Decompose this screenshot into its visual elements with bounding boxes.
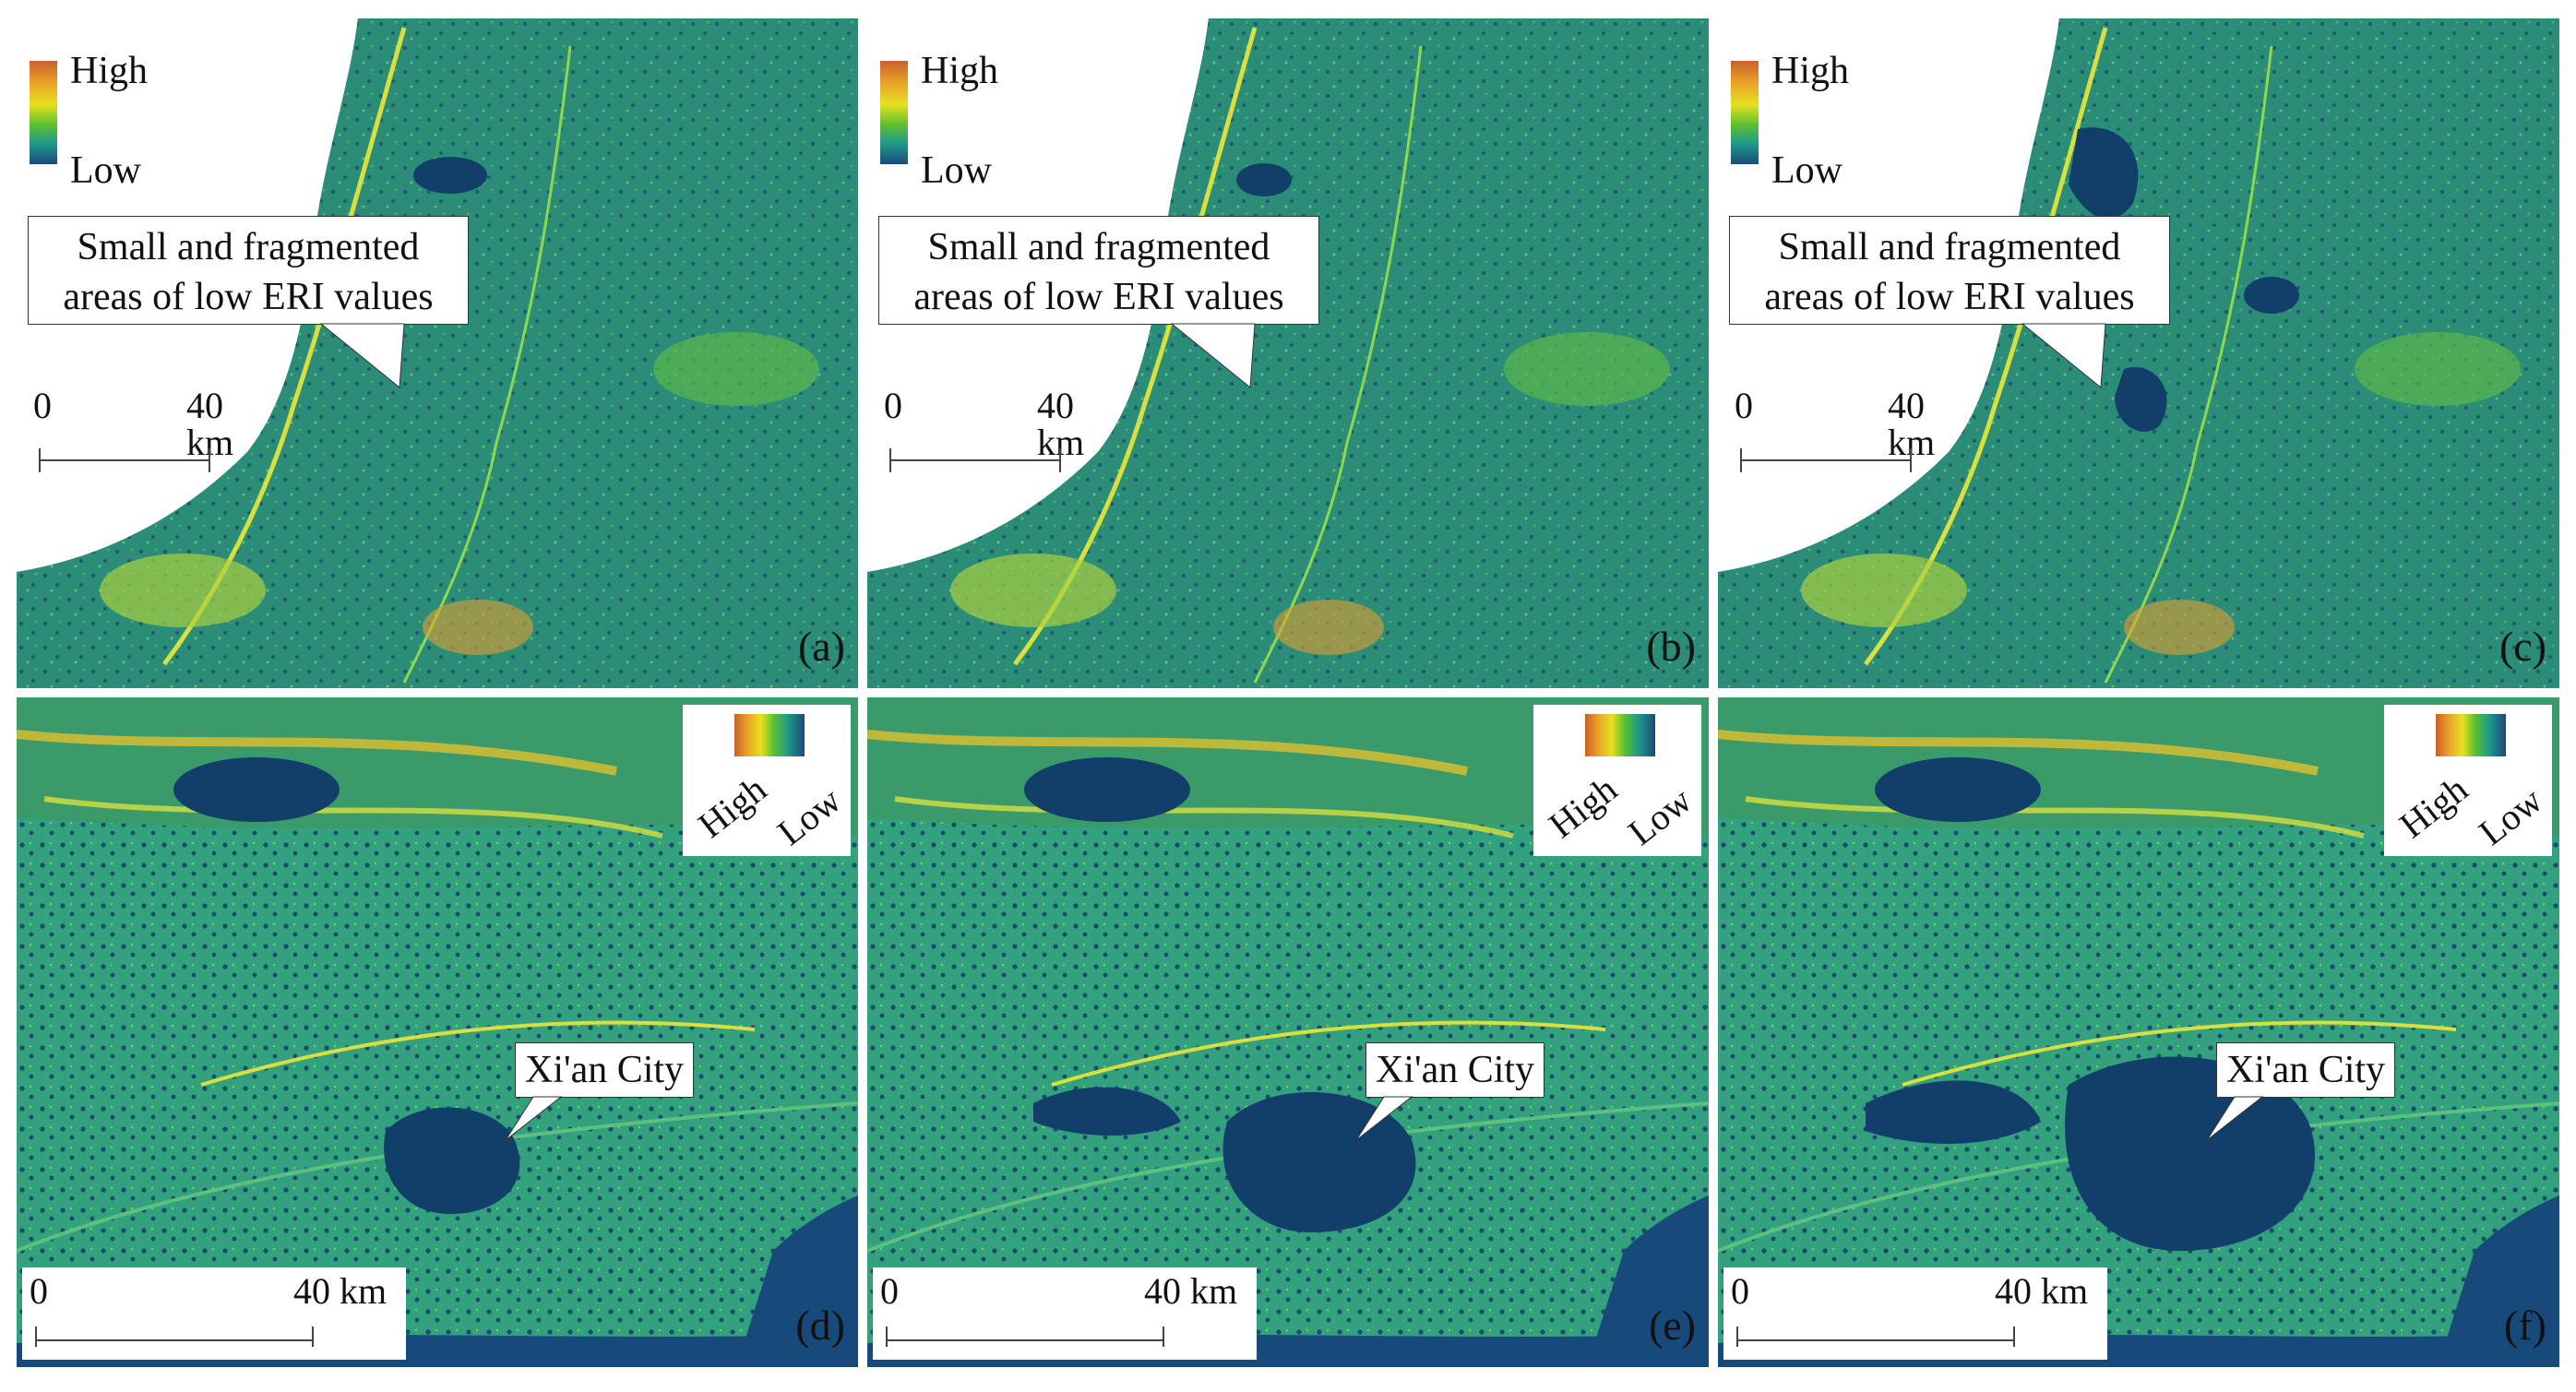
legend-low-label: Low xyxy=(70,149,141,192)
scale-tick-start xyxy=(886,1327,888,1347)
legend-high-label: High xyxy=(1541,767,1625,847)
scale-distance: 40 km xyxy=(293,1270,388,1312)
legend-gradient xyxy=(734,714,805,756)
callout-line-2: areas of low ERI values xyxy=(913,276,1284,318)
scale-tick-start xyxy=(1740,448,1742,472)
scale-line xyxy=(35,1339,314,1341)
legend-low-label: Low xyxy=(1620,779,1699,854)
map-panel-a: High Low Small and fragmented areas of l… xyxy=(17,18,858,688)
scale-tick-end xyxy=(2013,1327,2015,1347)
legend-high-label: High xyxy=(2391,767,2475,847)
scale-distance: 40 km xyxy=(1995,1270,2089,1312)
panel-label: (e) xyxy=(1648,1302,1696,1349)
legend-high-label: High xyxy=(690,767,774,847)
callout-line-2: areas of low ERI values xyxy=(63,276,434,318)
map-panel-d: High Low Xi'an City 0 40 km (d) xyxy=(17,697,858,1367)
panel-label: (f) xyxy=(2504,1302,2546,1349)
legend: High Low xyxy=(1731,48,1906,190)
legend: High Low xyxy=(880,48,1055,190)
xian-city-label: Xi'an City xyxy=(515,1042,695,1098)
callout-line-1: Small and fragmented xyxy=(927,226,1270,268)
legend-gradient xyxy=(2436,714,2506,756)
scale-bar: 0 40 km xyxy=(30,387,260,480)
scale-line xyxy=(39,459,210,461)
legend-low-label: Low xyxy=(1771,149,1843,192)
map-background xyxy=(867,18,1709,688)
map-background xyxy=(17,18,858,688)
scale-bar: 0 40 km xyxy=(1723,1267,2107,1360)
panel-label: (a) xyxy=(797,623,845,670)
callout-line-1: Small and fragmented xyxy=(77,226,420,268)
legend-gradient xyxy=(1585,714,1655,756)
scale-zero: 0 xyxy=(33,385,52,426)
scale-distance: 40 km xyxy=(1888,385,1936,463)
xian-city-label: Xi'an City xyxy=(2216,1042,2396,1098)
legend-low-label: Low xyxy=(769,779,849,854)
legend: High Low xyxy=(2384,705,2552,856)
scale-tick-end xyxy=(1910,448,1912,472)
map-panel-b: High Low Small and fragmented areas of l… xyxy=(867,18,1709,688)
legend-low-label: Low xyxy=(921,149,992,192)
scale-distance: 40 km xyxy=(186,385,234,463)
legend: High Low xyxy=(1533,705,1701,856)
panel-label: (d) xyxy=(795,1302,845,1349)
fragmented-areas-callout: Small and fragmented areas of low ERI va… xyxy=(28,216,469,325)
legend-high-label: High xyxy=(70,50,148,92)
scale-bar: 0 40 km xyxy=(873,1267,1257,1360)
panel-label: (b) xyxy=(1646,623,1696,670)
legend-gradient xyxy=(1731,61,1759,164)
scale-tick-start xyxy=(39,448,41,472)
scale-distance: 40 km xyxy=(1144,1270,1238,1312)
scale-bar: 0 40 km xyxy=(880,387,1111,480)
scale-tick-end xyxy=(209,448,210,472)
scale-tick-end xyxy=(1059,448,1061,472)
callout-line-2: areas of low ERI values xyxy=(1764,276,2135,318)
scale-tick-start xyxy=(1736,1327,1738,1347)
scale-tick-start xyxy=(889,448,891,472)
scale-zero: 0 xyxy=(1731,1270,1749,1312)
scale-line xyxy=(1736,1339,2015,1341)
scale-bar: 0 40 km xyxy=(1731,387,1962,480)
legend-low-label: Low xyxy=(2471,779,2550,854)
legend: High Low xyxy=(683,705,851,856)
callout-line-1: Small and fragmented xyxy=(1778,226,2121,268)
legend-high-label: High xyxy=(921,50,998,92)
legend-gradient xyxy=(880,61,908,164)
map-panel-c: High Low Small and fragmented areas of l… xyxy=(1718,18,2559,688)
panel-label: (c) xyxy=(2498,623,2546,670)
map-panel-f: High Low Xi'an City 0 40 km (f) xyxy=(1718,697,2559,1367)
scale-tick-end xyxy=(312,1327,314,1347)
legend-gradient xyxy=(30,61,57,164)
scale-line xyxy=(1740,459,1912,461)
scale-zero: 0 xyxy=(30,1270,48,1312)
scale-tick-end xyxy=(1163,1327,1164,1347)
scale-tick-start xyxy=(35,1327,37,1347)
scale-zero: 0 xyxy=(1735,385,1753,426)
xian-city-label: Xi'an City xyxy=(1366,1042,1545,1098)
scale-line xyxy=(886,1339,1164,1341)
scale-bar: 0 40 km xyxy=(22,1267,406,1360)
legend-high-label: High xyxy=(1771,50,1849,92)
scale-zero: 0 xyxy=(884,385,902,426)
fragmented-areas-callout: Small and fragmented areas of low ERI va… xyxy=(1729,216,2170,325)
scale-line xyxy=(889,459,1061,461)
scale-distance: 40 km xyxy=(1037,385,1085,463)
legend: High Low xyxy=(30,48,205,190)
map-panel-e: High Low Xi'an City 0 40 km (e) xyxy=(867,697,1709,1367)
scale-zero: 0 xyxy=(880,1270,899,1312)
fragmented-areas-callout: Small and fragmented areas of low ERI va… xyxy=(878,216,1319,325)
